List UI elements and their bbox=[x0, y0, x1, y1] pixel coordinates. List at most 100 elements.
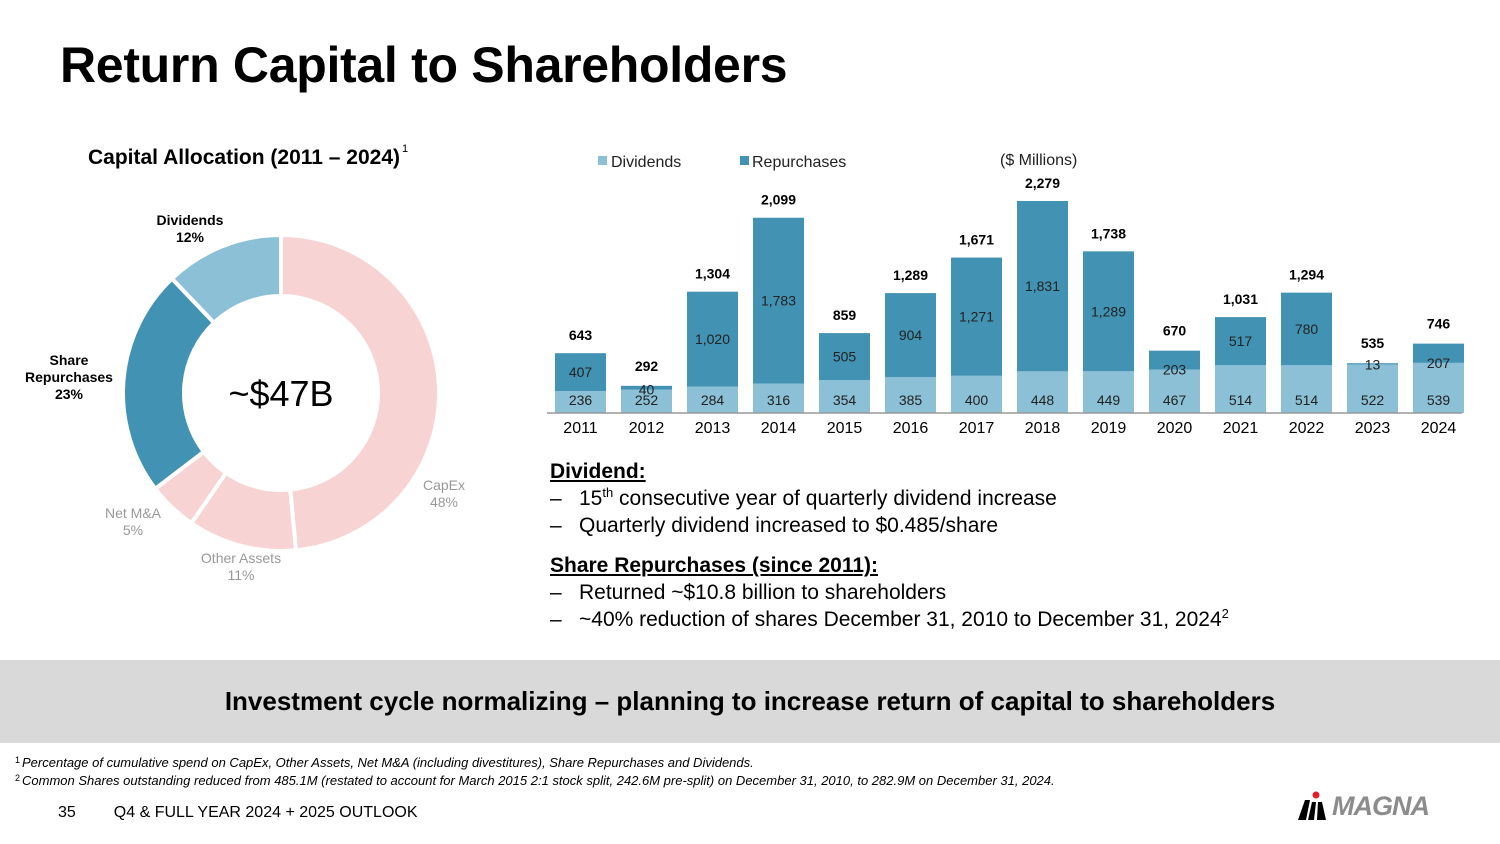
bullet-text: Returned ~$10.8 billion to shareholders bbox=[579, 581, 947, 604]
bullet-item: – ~40% reduction of shares December 31, … bbox=[550, 606, 1229, 633]
dash-bullet: – bbox=[550, 608, 562, 631]
dividends-repurchases-bar-chart: Dividends Repurchases ($ Millions) 236 40… bbox=[547, 152, 1464, 437]
bar-repurchases bbox=[1413, 343, 1464, 363]
donut-slice-capex bbox=[279, 232, 441, 553]
data-label-total: 643 bbox=[569, 327, 593, 343]
data-label-repurchases: 13 bbox=[1365, 356, 1381, 372]
bar-repurchases bbox=[951, 257, 1002, 376]
takeaway-banner: Investment cycle normalizing – planning … bbox=[0, 660, 1500, 743]
bar-dividends bbox=[687, 386, 738, 413]
x-tick-label: 2018 bbox=[1025, 420, 1061, 437]
bar-group-2024: 539 207 746 bbox=[1413, 316, 1464, 413]
bar-repurchases bbox=[1347, 363, 1398, 365]
bar-group-2011: 236 407 643 bbox=[555, 327, 606, 413]
donut-slice-share-repurchases bbox=[121, 275, 217, 492]
legend-label-dividends: Dividends bbox=[611, 154, 681, 171]
data-label-repurchases: 1,020 bbox=[695, 331, 730, 347]
page-number: 35 bbox=[58, 804, 76, 821]
footnotes: 1 Percentage of cumulative spend on CapEx… bbox=[15, 754, 1055, 790]
legend-swatch-dividends bbox=[598, 156, 607, 165]
bar-dividends bbox=[1347, 364, 1398, 413]
bullet-text-part: 15 bbox=[579, 487, 603, 510]
data-label-total: 746 bbox=[1427, 316, 1451, 332]
x-tick-label: 2012 bbox=[629, 420, 665, 437]
data-label-total: 859 bbox=[833, 307, 857, 323]
data-label-repurchases: 40 bbox=[639, 382, 655, 398]
bar-group-2022: 514 780 1,294 bbox=[1281, 267, 1332, 413]
donut-label-name: Net M&A bbox=[105, 505, 162, 521]
data-label-dividends: 252 bbox=[635, 392, 659, 408]
bar-group-2020: 467 203 670 bbox=[1149, 323, 1200, 413]
donut-slice-dividends bbox=[169, 232, 283, 326]
page-title: Return Capital to Shareholders bbox=[60, 37, 788, 93]
bar-group-2018: 448 1,831 2,279 bbox=[1017, 175, 1068, 413]
data-label-total: 1,294 bbox=[1289, 267, 1324, 283]
donut-center-label: ~$47B bbox=[228, 373, 333, 414]
data-label-dividends: 539 bbox=[1427, 392, 1451, 408]
data-label-total: 670 bbox=[1163, 323, 1187, 339]
data-label-dividends: 449 bbox=[1097, 392, 1121, 408]
data-label-repurchases: 505 bbox=[833, 349, 857, 365]
bar-dividends bbox=[1281, 365, 1332, 413]
bar-dividends bbox=[1017, 371, 1068, 413]
footnote-ref-2: 2 bbox=[1221, 606, 1229, 621]
bullet-text: ~40% reduction of shares December 31, 20… bbox=[579, 606, 1229, 633]
chart-legend: Dividends Repurchases ($ Millions) bbox=[598, 152, 1077, 171]
bar-group-2021: 514 517 1,031 bbox=[1215, 291, 1266, 413]
bar-repurchases bbox=[819, 333, 870, 381]
bar-group-2017: 400 1,271 1,671 bbox=[951, 232, 1002, 413]
footnote-number: 1 bbox=[15, 755, 21, 765]
bar-repurchases bbox=[1017, 201, 1068, 372]
bar-repurchases bbox=[1215, 317, 1266, 366]
x-tick-label: 2020 bbox=[1157, 420, 1193, 437]
data-label-repurchases: 1,271 bbox=[959, 309, 994, 325]
data-label-dividends: 522 bbox=[1361, 392, 1385, 408]
data-label-total: 1,031 bbox=[1223, 291, 1258, 307]
bar-group-2023: 522 13 535 bbox=[1347, 335, 1398, 413]
donut-label-name: Share bbox=[50, 352, 89, 368]
data-label-repurchases: 1,783 bbox=[761, 293, 796, 309]
bar-repurchases bbox=[753, 217, 804, 384]
x-tick-label: 2011 bbox=[563, 420, 598, 437]
banner-text: Investment cycle normalizing – planning … bbox=[224, 686, 1276, 716]
donut-label-name: Repurchases bbox=[25, 369, 113, 385]
data-label-repurchases: 780 bbox=[1295, 321, 1319, 337]
repurchases-heading: Share Repurchases (since 2011): bbox=[550, 554, 879, 577]
bar-dividends bbox=[621, 389, 672, 413]
data-label-dividends: 316 bbox=[767, 392, 791, 408]
bullet-item: – Returned ~$10.8 billion to shareholder… bbox=[550, 579, 1229, 606]
slide-footer: 35 Q4 & FULL YEAR 2024 + 2025 OUTLOOK bbox=[58, 804, 418, 822]
bar-dividends bbox=[951, 375, 1002, 413]
data-label-total: 1,289 bbox=[893, 267, 928, 283]
magna-logo: MAGNA bbox=[1298, 790, 1430, 821]
magna-logo-text: MAGNA bbox=[1332, 791, 1430, 821]
bar-repurchases bbox=[621, 385, 672, 390]
ordinal-suffix: th bbox=[602, 485, 614, 500]
data-label-total: 1,304 bbox=[695, 266, 730, 282]
data-label-total: 2,279 bbox=[1025, 175, 1060, 191]
donut-label-value: 48% bbox=[430, 494, 458, 510]
data-label-total: 535 bbox=[1361, 335, 1385, 351]
data-label-repurchases: 1,831 bbox=[1025, 278, 1060, 294]
bar-dividends bbox=[819, 380, 870, 413]
bullet-text: 15th consecutive year of quarterly divid… bbox=[579, 485, 1057, 512]
x-tick-label: 2015 bbox=[827, 420, 863, 437]
legend-swatch-repurchases bbox=[740, 156, 749, 165]
bar-dividends bbox=[555, 391, 606, 413]
bar-repurchases bbox=[687, 291, 738, 387]
footnote-text: Percentage of cumulative spend on CapEx,… bbox=[22, 755, 754, 770]
bar-group-2013: 284 1,020 1,304 bbox=[687, 266, 738, 413]
bullet-text: Quarterly dividend increased to $0.485/s… bbox=[579, 514, 999, 537]
deck-title: Q4 & FULL YEAR 2024 + 2025 OUTLOOK bbox=[113, 804, 418, 821]
data-label-dividends: 514 bbox=[1229, 392, 1253, 408]
legend-label-repurchases: Repurchases bbox=[752, 154, 846, 171]
donut-label-value: 12% bbox=[176, 229, 205, 245]
donut-label-name: Dividends bbox=[157, 212, 224, 228]
data-label-repurchases: 207 bbox=[1427, 355, 1451, 371]
data-label-dividends: 400 bbox=[965, 392, 989, 408]
bar-repurchases bbox=[1281, 292, 1332, 366]
